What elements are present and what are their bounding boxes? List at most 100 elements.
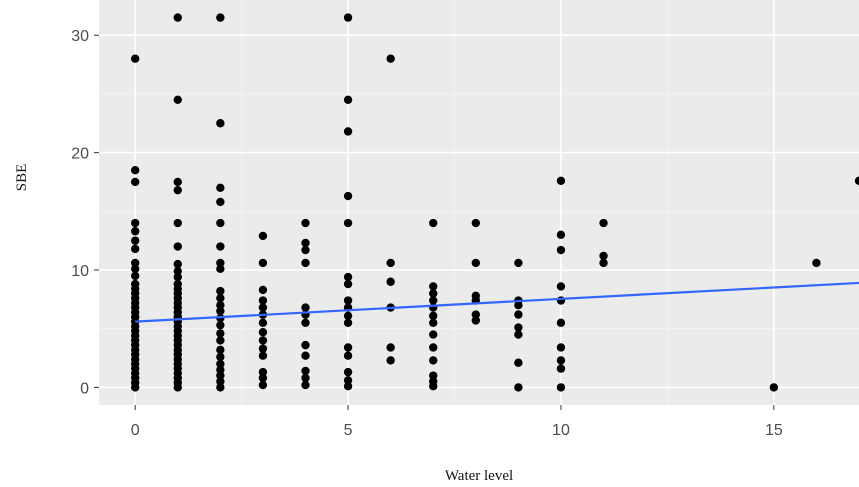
data-point (556, 282, 566, 291)
data-point (258, 328, 268, 337)
data-point (173, 177, 182, 187)
data-point (301, 373, 310, 383)
data-point (343, 95, 353, 104)
data-point (429, 311, 438, 320)
data-point (343, 382, 353, 391)
data-point (301, 340, 310, 350)
data-point (216, 218, 225, 228)
data-point (216, 352, 225, 362)
trend-line (135, 281, 859, 323)
data-point (386, 54, 395, 63)
data-point (301, 380, 310, 390)
data-point (130, 258, 140, 268)
data-point (216, 329, 225, 338)
data-point (301, 218, 310, 228)
data-point (258, 318, 268, 328)
data-point (130, 279, 140, 289)
data-point (130, 177, 140, 187)
data-point (173, 272, 182, 282)
data-point (301, 366, 310, 376)
y-tick-label: 0 (80, 380, 89, 397)
data-point (343, 343, 353, 352)
data-point (556, 343, 566, 352)
data-point (301, 238, 310, 248)
data-point (258, 231, 268, 241)
x-tick-label: 15 (765, 422, 783, 439)
x-tick-label: 5 (344, 422, 353, 439)
data-point (216, 320, 225, 330)
data-point (812, 258, 821, 268)
data-point (258, 336, 268, 345)
data-point (130, 166, 140, 175)
axis-ticks: 0 5 10 15 0 10 20 30 (71, 28, 783, 439)
data-point (130, 227, 140, 236)
data-point (216, 242, 225, 251)
plot-panel (99, 0, 859, 405)
data-point (173, 259, 182, 269)
data-point (216, 301, 225, 310)
data-point (216, 286, 225, 296)
data-point (386, 343, 395, 352)
data-point (854, 176, 859, 185)
data-point (173, 266, 182, 276)
data-point (471, 258, 481, 268)
data-point (216, 306, 225, 316)
data-point (769, 383, 779, 392)
data-point (599, 218, 608, 228)
data-point (216, 371, 225, 380)
data-point (216, 119, 225, 128)
data-point (216, 197, 225, 207)
data-point (429, 318, 438, 328)
data-point (514, 323, 523, 332)
data-point (429, 330, 438, 339)
data-point (173, 13, 182, 22)
data-point (216, 264, 225, 274)
data-point (429, 371, 438, 380)
data-point (173, 242, 182, 251)
data-point (514, 330, 523, 339)
data-point (429, 356, 438, 365)
y-tick-label: 20 (71, 146, 89, 163)
data-point (216, 359, 225, 369)
data-point (343, 127, 353, 136)
data-point (386, 356, 395, 365)
data-point (514, 258, 523, 268)
data-point (343, 367, 353, 377)
data-point (343, 296, 353, 305)
data-point (429, 296, 438, 305)
data-point (556, 245, 566, 255)
data-point (343, 272, 353, 282)
data-point (471, 291, 481, 301)
data-point (130, 218, 140, 228)
data-point (556, 176, 566, 185)
x-axis-title: Water level (445, 468, 513, 484)
data-point (514, 383, 523, 392)
data-point (556, 230, 566, 239)
data-point (429, 343, 438, 352)
data-point (556, 383, 566, 392)
data-point (343, 311, 353, 320)
data-point (301, 318, 310, 328)
data-point (130, 236, 140, 245)
data-point (216, 336, 225, 345)
data-point (301, 303, 310, 312)
data-point (429, 282, 438, 291)
data-point (258, 380, 268, 390)
data-point (216, 13, 225, 22)
data-point (130, 264, 140, 274)
data-point (173, 279, 182, 289)
data-point (258, 351, 268, 360)
data-point (216, 345, 225, 355)
data-point (514, 358, 523, 367)
data-point (556, 318, 566, 328)
data-point (343, 218, 353, 228)
data-point (130, 271, 140, 281)
data-point (258, 285, 268, 295)
data-point (258, 373, 268, 383)
data-point (599, 258, 608, 268)
data-point (343, 351, 353, 360)
data-point (173, 95, 182, 104)
data-point (301, 351, 310, 360)
data-point (343, 318, 353, 328)
major-gridlines (99, 0, 859, 405)
